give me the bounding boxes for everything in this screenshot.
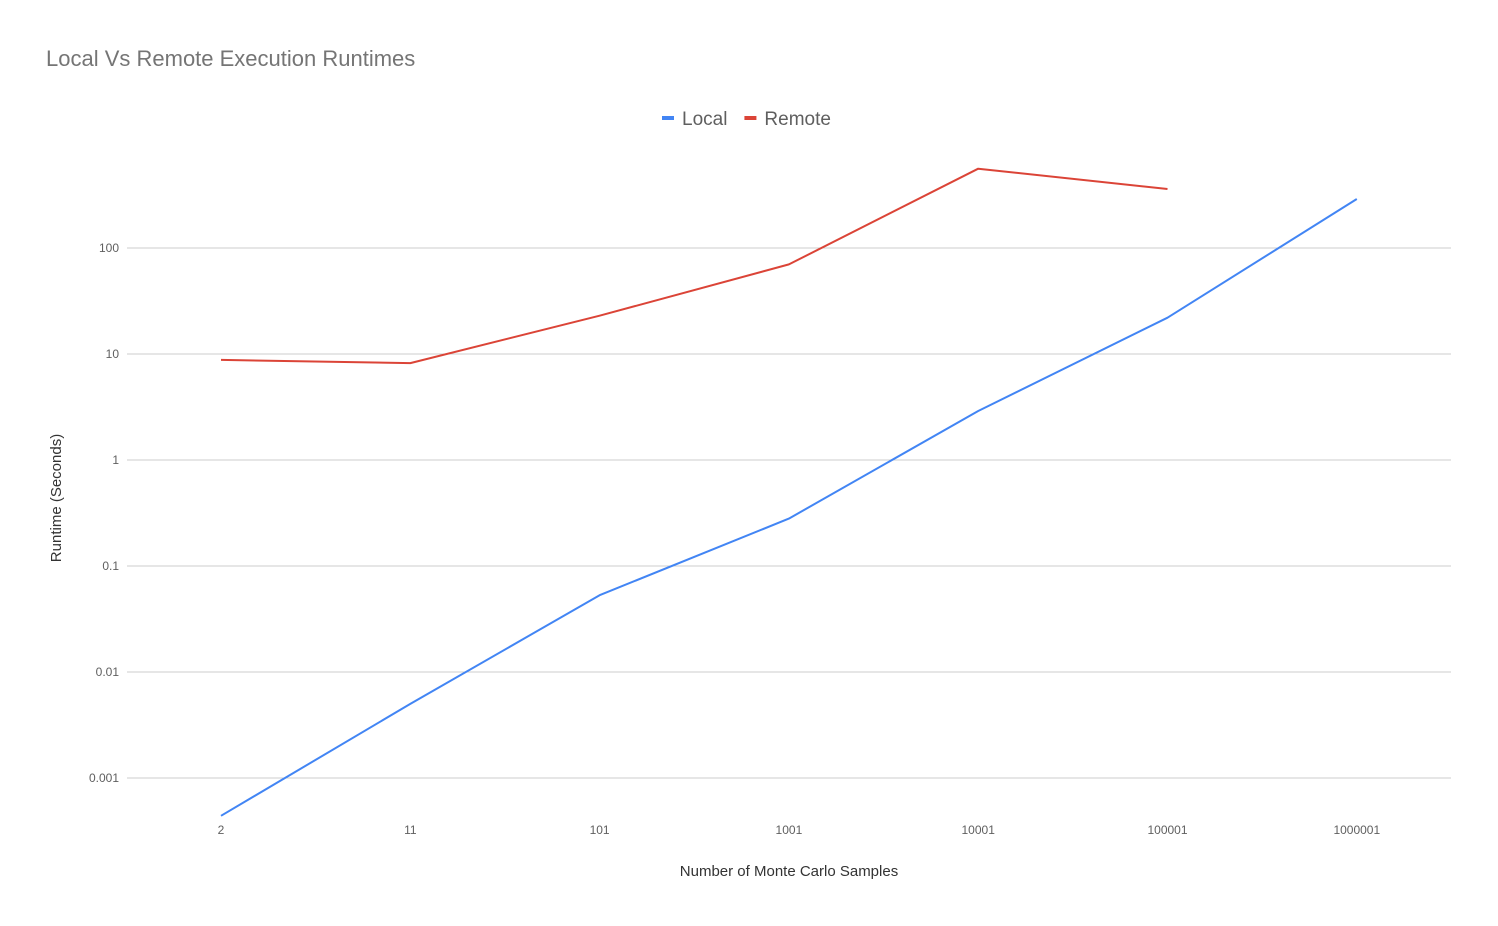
y-axis-title: Runtime (Seconds) xyxy=(48,434,65,562)
chart-title: Local Vs Remote Execution Runtimes xyxy=(46,46,416,71)
x-tick-label: 10001 xyxy=(962,823,996,837)
series-lines xyxy=(220,167,1358,817)
y-tick-label: 0.001 xyxy=(89,771,119,785)
series-line-local xyxy=(220,198,1358,817)
legend-label-remote: Remote xyxy=(764,109,831,130)
x-tick-label: 1000001 xyxy=(1333,823,1380,837)
y-tick-label: 1 xyxy=(112,453,119,467)
legend: Local Remote xyxy=(662,109,831,130)
x-tick-label: 101 xyxy=(590,823,610,837)
y-tick-label: 0.01 xyxy=(96,665,120,679)
legend-swatch-remote xyxy=(744,116,757,120)
x-tick-labels: 2 11 101 1001 10001 100001 1000001 xyxy=(218,823,1381,837)
x-tick-label: 100001 xyxy=(1147,823,1187,837)
x-axis-title: Number of Monte Carlo Samples xyxy=(680,863,898,880)
y-tick-label: 100 xyxy=(99,241,119,255)
x-tick-label: 1001 xyxy=(776,823,803,837)
y-tick-label: 10 xyxy=(106,347,120,361)
series-line-remote xyxy=(220,167,1168,365)
y-tick-label: 0.1 xyxy=(102,559,119,573)
y-tick-labels: 0.001 0.01 0.1 1 10 100 xyxy=(89,241,119,785)
legend-label-local: Local xyxy=(682,109,727,130)
x-tick-label: 2 xyxy=(218,823,225,837)
grid-lines xyxy=(127,247,1451,779)
legend-swatch-local xyxy=(662,116,674,120)
x-tick-label: 11 xyxy=(404,823,417,837)
